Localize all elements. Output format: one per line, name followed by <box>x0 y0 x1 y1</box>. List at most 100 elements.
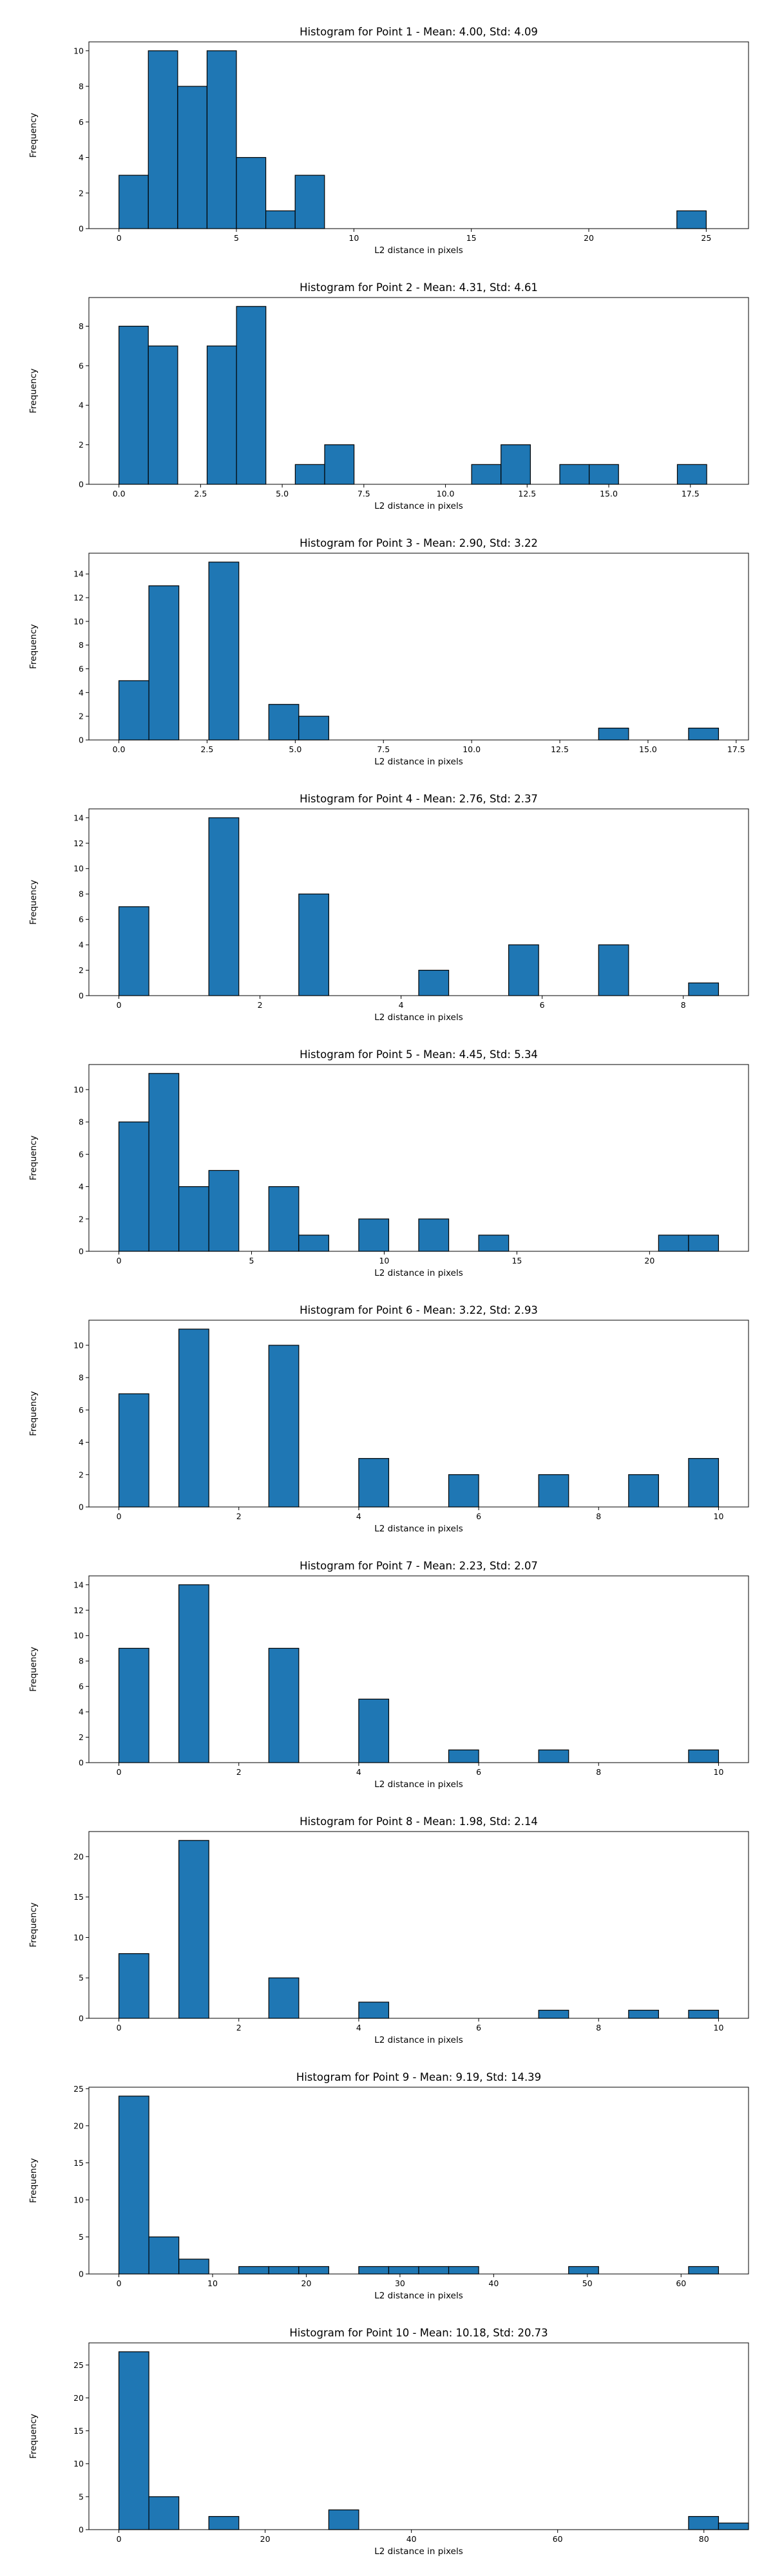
x-tick-label: 6 <box>540 1000 545 1010</box>
histogram-bar <box>148 2236 180 2275</box>
histogram-bar <box>298 893 329 996</box>
histogram-bar <box>177 86 208 229</box>
histogram-bar <box>294 175 325 229</box>
y-axis-label: Frequency <box>28 1135 39 1180</box>
x-tick-label: 10 <box>348 233 359 243</box>
y-tick-label: 8 <box>79 1373 84 1383</box>
histogram-bar <box>268 1186 300 1252</box>
y-tick-label: 10 <box>73 46 84 55</box>
x-tick-label: 10 <box>714 2023 724 2032</box>
y-tick-label: 14 <box>73 569 84 579</box>
y-axis-label: Frequency <box>28 880 39 925</box>
y-tick-label: 6 <box>79 361 84 370</box>
chart-title: Histogram for Point 7 - Mean: 2.23, Std:… <box>300 1560 538 1572</box>
histogram-bar <box>418 1218 450 1252</box>
chart-3: Histogram for Point 3 - Mean: 2.90, Std:… <box>28 537 749 767</box>
y-tick-label: 0 <box>79 1502 84 1512</box>
histogram-bar <box>208 1170 240 1252</box>
plot-frame <box>88 297 749 485</box>
y-tick-label: 8 <box>79 82 84 91</box>
y-tick-label: 10 <box>73 1084 84 1094</box>
y-tick-label: 12 <box>73 593 84 603</box>
y-tick-label: 8 <box>79 889 84 899</box>
y-axis-label: Frequency <box>28 1391 39 1436</box>
histogram-bar <box>628 1474 659 1508</box>
y-tick-label: 0 <box>79 2014 84 2023</box>
histogram-bar <box>559 464 590 485</box>
y-tick-label: 4 <box>79 1437 84 1447</box>
x-axis-label: L2 distance in pixels <box>374 1012 463 1023</box>
y-tick-label: 2 <box>79 965 84 975</box>
y-tick-label: 14 <box>73 1580 84 1589</box>
histogram-bar <box>268 1647 300 1763</box>
x-tick-label: 8 <box>596 2023 601 2032</box>
chart-7: Histogram for Point 7 - Mean: 2.23, Std:… <box>28 1560 749 1790</box>
histogram-bar <box>478 1235 510 1252</box>
histogram-bar <box>118 1647 149 1763</box>
x-tick-label: 0 <box>117 2023 122 2032</box>
histogram-bar <box>208 562 240 741</box>
x-tick-label: 8 <box>596 1511 601 1521</box>
y-tick-label: 0 <box>79 2525 84 2535</box>
histogram-bar <box>688 1749 720 1763</box>
x-tick-label: 30 <box>395 2278 405 2288</box>
plot-frame <box>88 2087 749 2275</box>
x-tick-label: 0 <box>117 1511 122 1521</box>
chart-6: Histogram for Point 6 - Mean: 3.22, Std:… <box>28 1304 749 1534</box>
x-tick-label: 0 <box>117 1767 122 1777</box>
x-tick-label: 6 <box>476 2023 481 2032</box>
x-tick-label: 60 <box>553 2534 563 2544</box>
x-tick-label: 5.0 <box>289 744 301 754</box>
x-tick-label: 15 <box>511 1256 522 1265</box>
x-tick-label: 5 <box>234 233 239 243</box>
y-tick-label: 2 <box>79 1214 84 1224</box>
x-tick-label: 2.5 <box>194 489 207 498</box>
x-tick-label: 2 <box>258 1000 263 1010</box>
plot-frame <box>88 1320 749 1508</box>
x-axis-label: L2 distance in pixels <box>374 1779 463 1790</box>
x-tick-label: 7.5 <box>377 744 390 754</box>
y-tick-label: 12 <box>73 838 84 848</box>
chart-10: Histogram for Point 10 - Mean: 10.18, St… <box>28 2327 749 2557</box>
histogram-bar <box>268 1977 300 2019</box>
histogram-bar <box>178 1329 209 1508</box>
x-tick-label: 6 <box>476 1511 481 1521</box>
plot-frame <box>88 1831 749 2019</box>
x-tick-label: 2 <box>236 1767 242 1777</box>
y-tick-label: 5 <box>79 1973 84 1983</box>
y-tick-label: 20 <box>73 1852 84 1861</box>
histogram-bar <box>538 1474 569 1508</box>
x-tick-label: 40 <box>488 2278 499 2288</box>
chart-2: Histogram for Point 2 - Mean: 4.31, Std:… <box>28 281 749 511</box>
histogram-bar <box>324 444 355 485</box>
histogram-bar <box>418 969 450 996</box>
plot-frame <box>88 553 749 741</box>
histogram-bar <box>538 2009 569 2019</box>
y-tick-label: 10 <box>73 1340 84 1350</box>
x-axis-label: L2 distance in pixels <box>374 2546 463 2557</box>
histogram-bar <box>268 1345 300 1508</box>
histogram-bar <box>448 2266 479 2275</box>
y-tick-label: 2 <box>79 1732 84 1742</box>
x-tick-label: 8 <box>681 1000 686 1010</box>
histogram-bar <box>119 175 149 229</box>
chart-title: Histogram for Point 8 - Mean: 1.98, Std:… <box>300 1815 538 1828</box>
x-tick-label: 10 <box>379 1256 389 1265</box>
x-tick-label: 10.0 <box>437 489 455 498</box>
chart-title: Histogram for Point 1 - Mean: 4.00, Std:… <box>300 26 538 38</box>
x-tick-label: 2 <box>236 1511 242 1521</box>
y-tick-label: 15 <box>73 1892 84 1902</box>
histogram-bar <box>268 2266 300 2275</box>
y-tick-label: 8 <box>79 1117 84 1127</box>
plot-frame <box>88 1064 749 1252</box>
x-tick-label: 4 <box>356 1511 361 1521</box>
histogram-bar <box>688 2266 720 2275</box>
histogram-bar <box>589 464 619 485</box>
y-tick-label: 2 <box>79 440 84 450</box>
histogram-bar <box>294 464 325 485</box>
histogram-bar <box>688 982 720 996</box>
y-tick-label: 6 <box>79 664 84 674</box>
x-tick-label: 10.0 <box>463 744 481 754</box>
x-tick-label: 0 <box>117 2534 122 2544</box>
